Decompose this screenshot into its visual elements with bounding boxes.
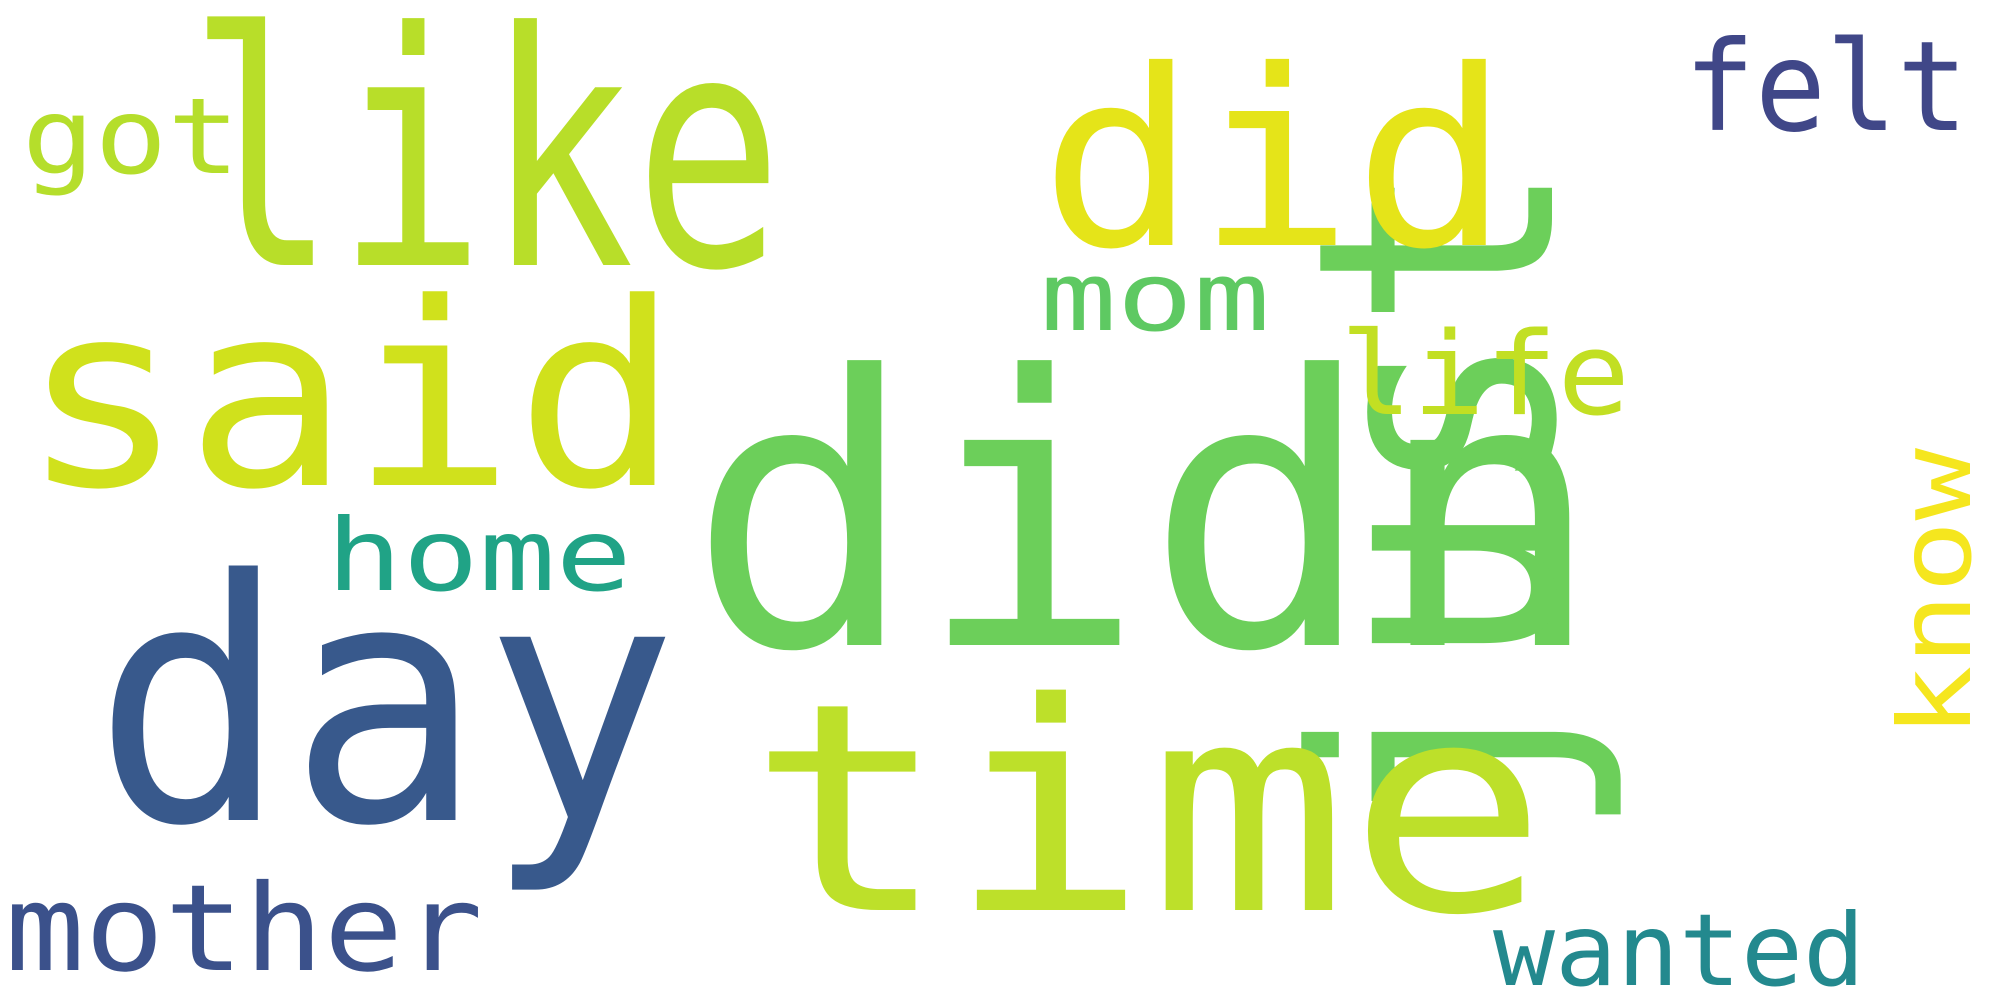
word-just-text: just [1246,160,1630,840]
word-felt: felt [1684,15,1968,160]
word-day: day [93,510,678,900]
word-know: know [1877,447,1994,738]
word-home: home [326,497,632,614]
word-got: got [22,76,240,198]
word-mother: mother [5,860,483,999]
word-life: life [1340,308,1630,442]
word-did: did [1040,18,1510,303]
word-just: just [1246,160,1630,840]
word-mom: mom [1040,243,1270,353]
word-said: said [20,249,680,546]
word-didn: didn [688,298,1603,734]
word-time: time [748,642,1548,979]
word-wanted: wanted [1493,892,1865,1000]
word-like: like [188,0,783,342]
word-know-text: know [1877,447,1994,738]
